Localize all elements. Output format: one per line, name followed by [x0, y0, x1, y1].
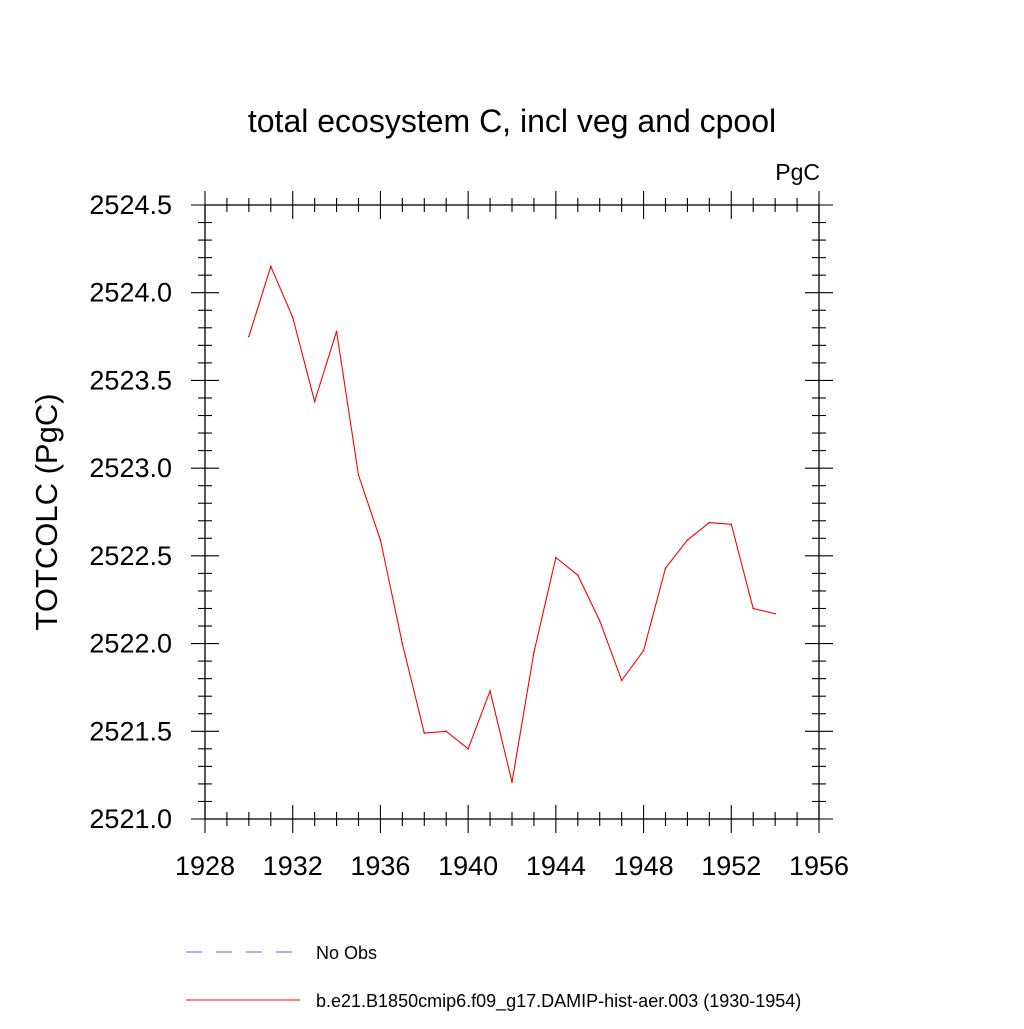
x-tick-label: 1940: [438, 851, 498, 881]
data-point: [730, 523, 733, 526]
data-point: [511, 781, 513, 783]
data-point: [467, 748, 469, 750]
data-point: [752, 607, 755, 610]
data-point: [401, 642, 404, 645]
y-tick-label: 2524.0: [89, 278, 172, 308]
legend: No Obs b.e21.B1850cmip6.f09_g17.DAMIP-his…: [186, 943, 801, 1012]
series: [248, 264, 776, 783]
data-point: [423, 732, 426, 734]
data-point: [357, 474, 360, 476]
plot-frame: [204, 204, 820, 820]
data-point: [313, 400, 316, 403]
data-point: [598, 619, 601, 622]
x-tick-label: 1928: [175, 851, 235, 881]
data-point: [291, 316, 294, 319]
x-tick-label: 1936: [350, 851, 410, 881]
data-point: [620, 679, 623, 682]
data-point: [533, 651, 535, 654]
y-tick-label: 2521.5: [89, 716, 172, 746]
data-point: [774, 612, 776, 615]
data-point: [664, 567, 667, 569]
data-point: [335, 330, 338, 333]
units-label: PgC: [775, 159, 820, 185]
y-tick-label: 2523.0: [89, 453, 172, 483]
x-tick-label: 1952: [701, 851, 761, 881]
x-tick-label: 1948: [614, 851, 674, 881]
x-tick-label: 1956: [789, 851, 849, 881]
data-point: [489, 690, 491, 692]
data-point: [642, 649, 645, 652]
x-tick-label: 1944: [526, 851, 586, 881]
data-point: [248, 335, 250, 338]
y-tick-label: 2522.5: [89, 541, 172, 571]
data-point: [708, 521, 711, 524]
x-tick-label: 1932: [263, 851, 323, 881]
data-point: [269, 265, 272, 268]
chart-title: total ecosystem C, incl veg and cpool: [248, 103, 776, 139]
data-point: [445, 730, 448, 733]
series-line: [248, 264, 776, 783]
data-point: [686, 539, 689, 541]
data-point: [379, 539, 382, 541]
y-tick-label: 2524.5: [89, 190, 172, 220]
legend-label: b.e21.B1850cmip6.f09_g17.DAMIP-hist-aer.…: [316, 991, 801, 1012]
data-point: [576, 574, 579, 576]
y-tick-label: 2521.0: [89, 804, 172, 834]
y-tick-label: 2523.5: [89, 365, 172, 395]
axes: 1928 1932 1936 1940 1944 1948 1952 1956 2521.0 25…: [89, 190, 849, 881]
legend-label: No Obs: [316, 943, 377, 963]
y-tick-label: 2522.0: [89, 629, 172, 659]
y-axis-label: TOTCOLC (PgC): [29, 393, 64, 630]
data-point: [555, 556, 557, 559]
